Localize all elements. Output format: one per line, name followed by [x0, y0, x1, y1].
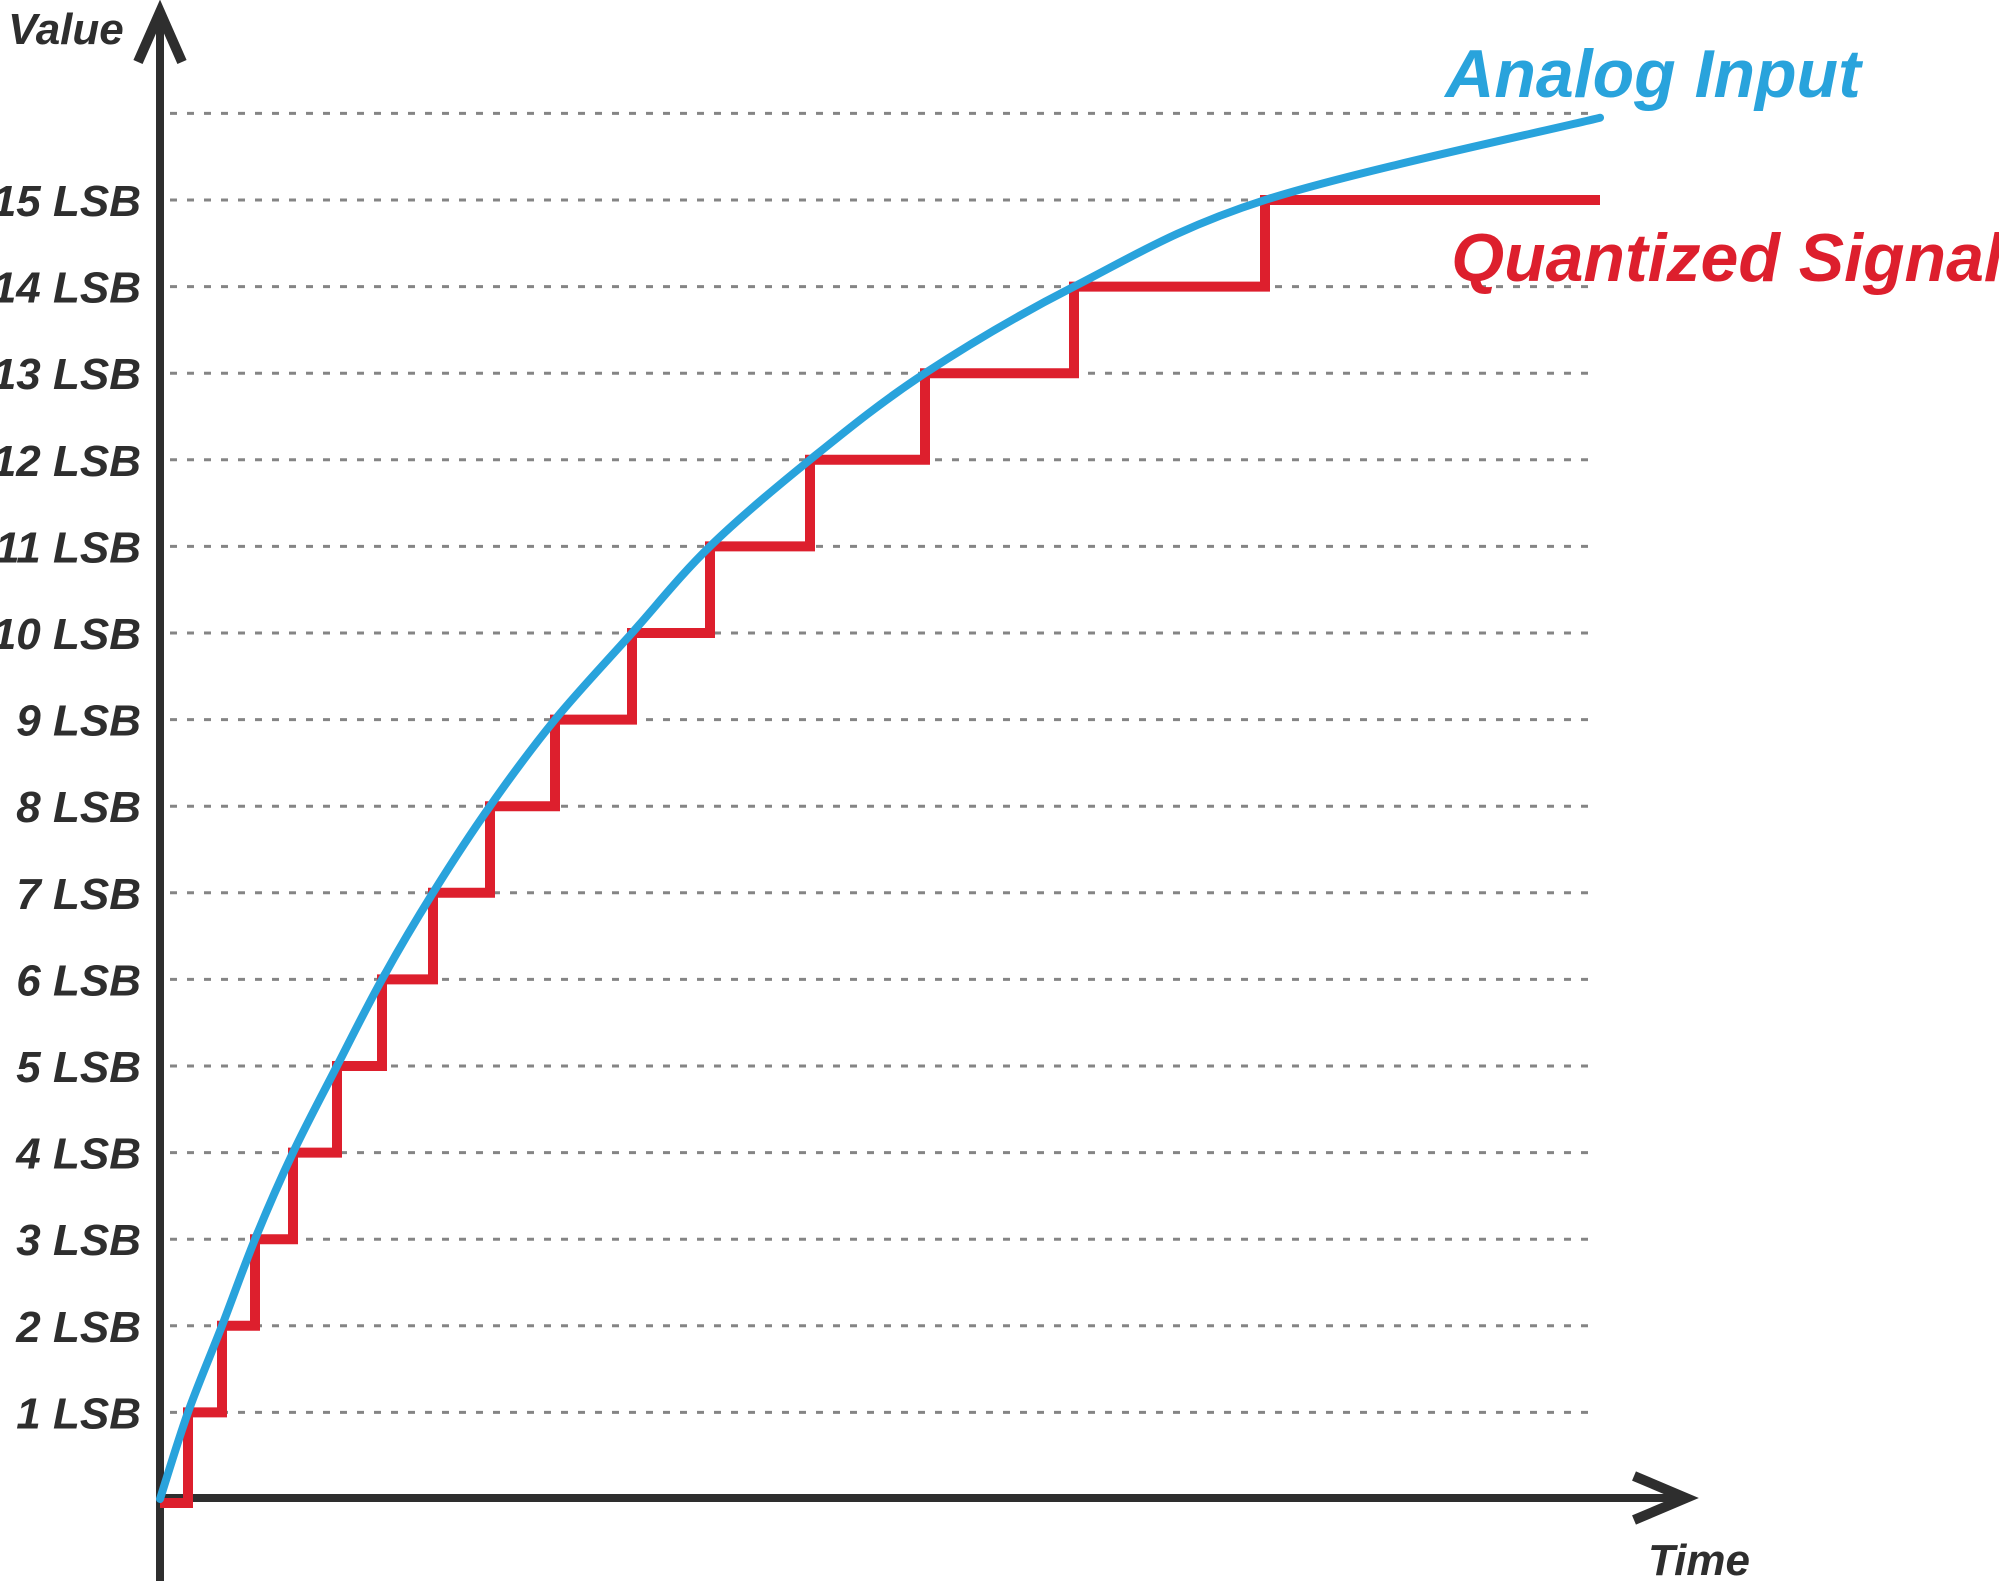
- y-tick-labels-group: 1 LSB 2 LSB 3 LSB 4 LSB 5 LSB 6 LSB 7 LSB 8 LSB…: [0, 177, 141, 1438]
- y-axis-tick-label: 13 LSB: [0, 350, 141, 399]
- y-axis-tick-label: 1 LSB: [16, 1389, 141, 1438]
- y-axis-tick-label: 7 LSB: [16, 870, 141, 919]
- y-axis-tick-label: 3 LSB: [16, 1216, 141, 1265]
- x-axis-title: Time: [1648, 1536, 1750, 1581]
- quantized-staircase-path: [160, 195, 1600, 1508]
- y-axis-tick-label: 4 LSB: [15, 1130, 141, 1179]
- axes-group: [133, 0, 1699, 1581]
- series-group: [156, 113, 1604, 1508]
- analog-input-label: Analog Input: [1443, 36, 1863, 112]
- y-axis-title: Value: [8, 5, 124, 54]
- y-axis-tick-label: 9 LSB: [16, 697, 141, 746]
- y-axis-tick-label: 15 LSB: [0, 177, 141, 226]
- gridlines-group: [170, 111, 1590, 1414]
- y-axis-tick-label: 2 LSB: [15, 1303, 141, 1352]
- x-axis-arrow-icon: [1632, 1471, 1699, 1525]
- y-axis-tick-label: 6 LSB: [16, 956, 141, 1005]
- y-axis-tick-label: 14 LSB: [0, 264, 141, 313]
- y-axis-tick-label: 5 LSB: [16, 1043, 141, 1092]
- y-axis-arrow-icon: [133, 0, 187, 65]
- y-axis-tick-label: 10 LSB: [0, 610, 141, 659]
- y-axis-tick-label: 8 LSB: [16, 783, 141, 832]
- y-axis-tick-label: 11 LSB: [0, 523, 141, 572]
- analog-curve-path: [156, 113, 1604, 1503]
- quantized-signal-label: Quantized Signal: [1451, 220, 1999, 296]
- y-axis-tick-label: 12 LSB: [0, 437, 141, 486]
